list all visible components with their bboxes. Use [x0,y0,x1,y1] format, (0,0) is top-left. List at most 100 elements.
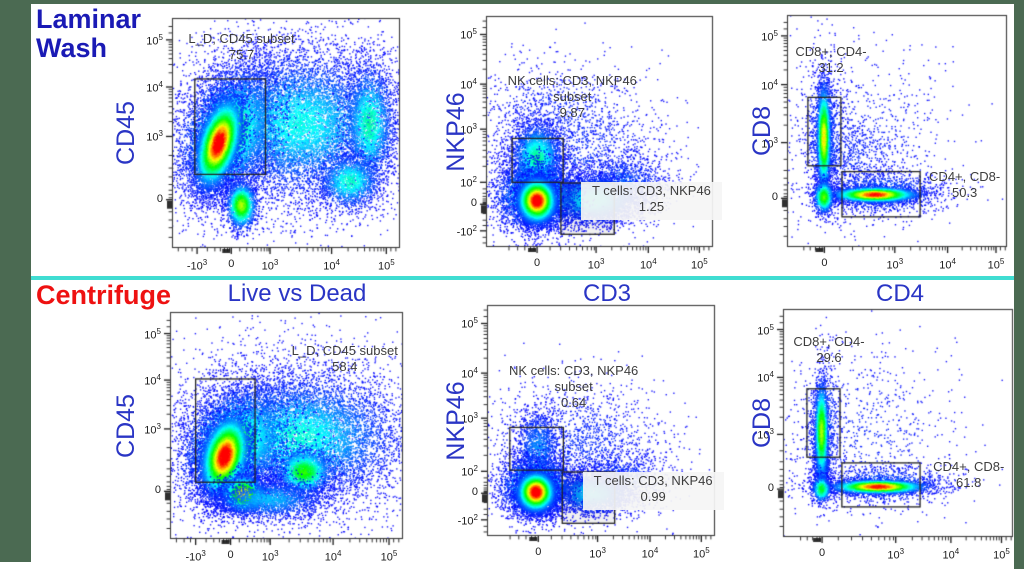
scatter-plot-canvas-centrifuge-cd3-nkp46 [472,304,716,551]
border-strip-left [0,0,31,562]
y-tick-label: 105 [761,28,778,44]
y-tick-label: 0 [767,482,774,495]
x-tick-label: 105 [691,257,708,272]
x-tick-label: 105 [692,546,710,561]
gate-label: NK cells: CD3, NKP46 subset 0.64 [489,363,658,411]
gate-name: CD4+, CD8- [933,459,1005,475]
x-tick-label: 105 [380,549,398,564]
gate-percentage: 58.4 [332,358,358,374]
gate-name: L_D, CD45 subset [291,342,398,358]
gate-percentage: 29.6 [816,350,842,366]
scatter-plot-canvas-laminar-cd3-nkp46 [471,15,714,262]
gate-percentage: 75.7 [228,46,255,62]
x-tick-label: 104 [639,257,657,272]
x-tick-label: 103 [886,257,904,272]
gate-name: T cells: CD3, NKP46 [591,183,711,199]
gate-name: T cells: CD3, NKP46 [593,473,713,489]
x-tick-label: 104 [323,258,340,273]
x-tick-label: 0 [227,549,234,561]
gate-label: L_D, CD45 subset 75.7 [175,31,307,63]
gate-percentage: 9.87 [559,104,585,120]
gate-label: CD8+, CD4- 29.6 [783,334,875,366]
gate-percentage: 31.2 [818,60,844,75]
gate-percentage: 1.25 [638,199,665,215]
row-divider-line [31,276,1014,280]
x-tick-label: 104 [942,547,960,562]
y-tick-label: 103 [460,122,477,137]
border-strip-right [1014,0,1024,569]
gate-label: CD4+, CD8- 50.3 [922,169,1007,201]
y-tick-label: 105 [146,32,163,48]
x-tick-label: 105 [993,547,1010,562]
gate-name: CD8+, CD4- [795,44,867,59]
x-tick-label: 0 [228,258,235,270]
gate-label: L_D, CD45 subset 58.4 [287,343,404,375]
y-tick-label: 0 [470,197,477,210]
y-tick-label: 0 [156,192,163,205]
row-label-centrifuge: Centrifuge [36,280,171,310]
x-tick-label: -103 [185,549,206,564]
gate-label: T cells: CD3, NKP46 1.25 [581,182,722,221]
x-tick-label: 105 [987,257,1005,272]
x-tick-label: 103 [887,547,905,562]
gate-label: CD8+, CD4- 31.2 [787,44,875,76]
y-tick-label: 104 [460,77,477,92]
gate-percentage: 50.3 [951,185,978,201]
y-axis-title-nkp46: NKP46 [441,380,470,461]
column-title-live-vs-dead: Live vs Dead [227,280,367,307]
row-label-laminar-line2: Wash [36,33,108,63]
y-axis-title-cd45: CD45 [111,393,140,458]
y-tick-label: 102 [460,175,477,190]
gate-percentage: 0.64 [560,394,587,410]
column-title-cd4: CD4 [875,280,924,307]
column-title-cd3: CD3 [582,280,631,307]
y-tick-label: 104 [461,366,478,381]
y-tick-label: 104 [761,77,778,93]
y-tick-label: 102 [461,464,478,479]
scatter-plot-canvas-centrifuge-livedead-cd45 [155,311,404,554]
scatter-plot-canvas-laminar-cd4-cd8 [772,14,1008,262]
x-tick-label: 103 [589,546,606,561]
x-tick-label: 0 [819,547,826,559]
y-tick-label: 105 [144,326,161,342]
y-tick-label: 104 [144,373,161,388]
y-tick-label: 0 [471,486,478,499]
x-tick-label: 103 [261,549,279,564]
x-tick-label: 103 [587,257,605,272]
gate-name: L_D, CD45 subset [188,30,295,46]
x-tick-label: 104 [324,549,342,564]
y-tick-label: 105 [757,322,774,338]
gate-name: CD8+, CD4- [793,334,865,350]
x-tick-label: 0 [535,546,542,558]
y-tick-label: 105 [461,316,478,332]
y-tick-label: -102 [457,512,478,528]
y-tick-label: 104 [757,370,774,386]
y-tick-label: 0 [771,191,778,204]
y-tick-label: 0 [154,484,161,497]
y-tick-label: 103 [757,427,774,443]
gate-name: NK cells: CD3, NKP46 subset [508,362,639,394]
x-tick-label: 104 [641,546,659,561]
gate-label: CD4+, CD8- 61.8 [924,459,1013,491]
gate-name: NK cells: CD3, NKP46 subset [507,72,637,104]
y-tick-label: 103 [144,421,161,437]
gate-percentage: 61.8 [956,475,982,491]
border-strip-top [0,0,1024,4]
gate-label: T cells: CD3, NKP46 0.99 [582,472,724,511]
y-axis-title-cd45: CD45 [111,101,140,165]
x-tick-label: 0 [821,257,828,269]
row-label-laminar-wash: Laminar Wash [36,5,141,63]
y-tick-label: 103 [761,135,778,151]
x-tick-label: 105 [377,258,395,273]
x-tick-label: 0 [534,257,541,269]
y-tick-label: 104 [146,80,163,95]
x-tick-label: -103 [186,258,208,273]
y-tick-label: 103 [461,411,478,426]
y-axis-title-nkp46: NKP46 [441,91,470,172]
y-tick-label: 105 [460,27,477,43]
scatter-plot-canvas-laminar-livedead-cd45 [157,17,401,263]
row-label-laminar-line1: Laminar [36,4,142,34]
x-tick-label: 103 [261,258,279,273]
x-tick-label: 104 [939,257,956,272]
